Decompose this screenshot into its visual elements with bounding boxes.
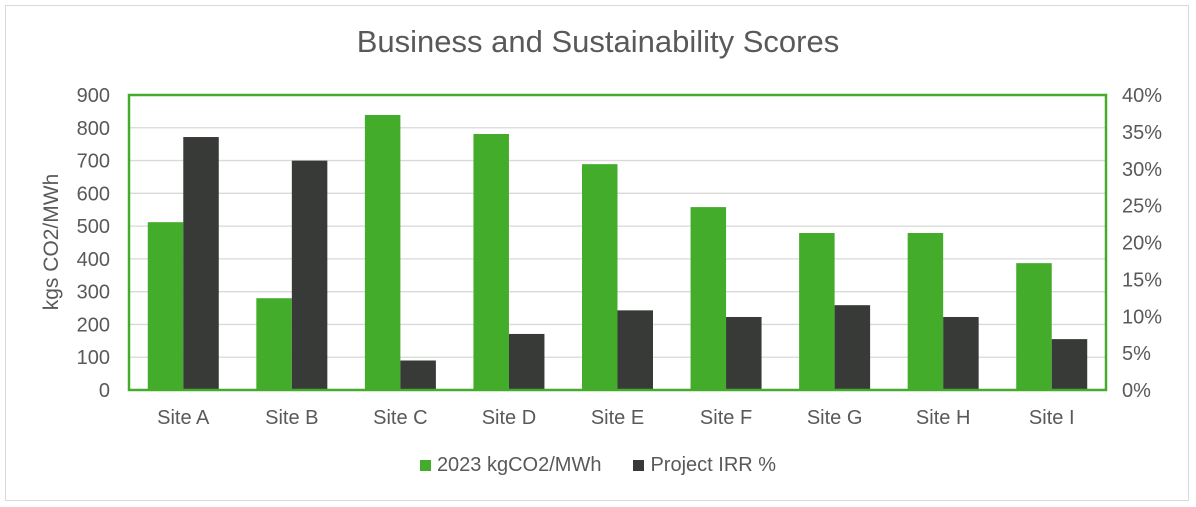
y-right-tick-label: 35% [1122,122,1162,144]
legend-item-co2: 2023 kgCO2/MWh [419,454,602,477]
y-right-tick-label: 30% [1122,159,1162,181]
bar-irr [183,137,219,390]
bar-irr [291,160,328,390]
bar-co2 [364,114,401,390]
y-right-tick-label: 10% [1122,306,1162,328]
y-tick-label: 900 [77,85,110,107]
y-right-tick-label: 15% [1122,269,1162,291]
y-tick-label: 700 [77,151,110,173]
bar-irr [834,305,871,390]
legend-swatch-irr [633,460,645,471]
x-tick-label: Site F [700,407,752,429]
y-right-tick-label: 20% [1122,233,1162,255]
y-tick-label: 600 [77,183,110,205]
y-tick-label: 0 [99,380,110,402]
x-tick-label: Site H [916,407,970,429]
y-right-tick-label: 0% [1122,380,1151,402]
legend-item-irr: Project IRR % [633,454,776,477]
legend-swatch-co2 [419,460,431,471]
bar-irr [508,333,545,390]
x-tick-label: Site A [157,407,210,429]
bar-irr [617,310,653,390]
bar-co2 [1016,263,1052,390]
x-tick-label: Site B [265,407,318,429]
x-tick-label: Site C [373,407,427,429]
y-tick-label: 800 [77,118,110,140]
bar-co2 [147,222,184,390]
x-tick-label: Site E [591,407,644,429]
bar-irr [400,360,436,390]
bar-co2 [582,164,618,390]
chart-title: Business and Sustainability Scores [356,24,840,59]
bar-irr [943,316,979,390]
x-tick-label: Site G [807,407,863,429]
bar-co2 [690,207,727,390]
y-tick-label: 200 [77,314,110,336]
y-right-tick-label: 5% [1122,343,1151,365]
legend-label-co2: 2023 kgCO2/MWh [436,454,602,476]
bar-co2 [256,298,292,390]
bar-irr [1051,339,1088,390]
y-tick-label: 400 [77,249,110,271]
y-tick-label: 300 [77,282,110,304]
legend: 2023 kgCO2/MWh Project IRR % [0,454,1196,477]
bar-co2 [473,134,509,390]
bar-co2 [907,232,944,390]
x-tick-label: Site D [482,407,536,429]
legend-label-irr: Project IRR % [650,454,777,476]
y-right-tick-label: 25% [1122,196,1162,218]
y-tick-label: 500 [77,216,110,238]
x-tick-label: Site I [1029,407,1075,429]
y-tick-label: 100 [77,347,110,369]
chart-frame [5,5,1189,501]
y-right-tick-label: 40% [1122,85,1162,107]
bar-irr [726,316,762,390]
plot-border [127,93,1108,392]
bar-co2 [799,232,835,390]
